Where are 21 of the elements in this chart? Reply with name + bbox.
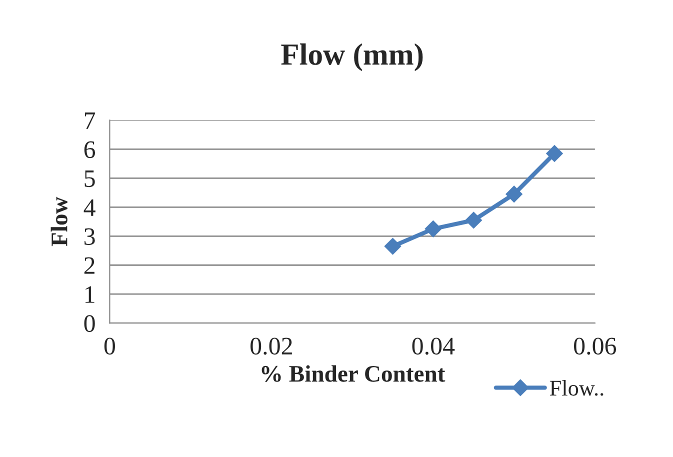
chart-title: Flow (mm) [281, 43, 423, 72]
legend-label: Flow.. [550, 380, 604, 396]
point [546, 145, 563, 162]
x-tick-label: 0.02 [250, 338, 292, 355]
x-axis-title: % Binder Content [262, 365, 446, 382]
point [384, 238, 402, 255]
y-tick-label: 1 [86, 286, 94, 303]
x-tick-label: 0.06 [574, 338, 616, 355]
point [465, 212, 482, 229]
point [424, 220, 442, 238]
y-tick-label: 3 [84, 228, 95, 246]
y-tick-label: 7 [84, 112, 96, 129]
y-tick-label: 2 [84, 257, 94, 274]
y-tick-label: 5 [84, 170, 95, 188]
x-tick-label: 0.04 [412, 338, 455, 355]
y-tick-label: 6 [84, 141, 96, 158]
x-tick-label: 0 [104, 338, 115, 355]
y-axis-title: Flow [50, 196, 68, 246]
y-tick-label: 4 [84, 199, 96, 216]
point [506, 186, 522, 202]
y-tick-label: 0 [84, 315, 95, 332]
